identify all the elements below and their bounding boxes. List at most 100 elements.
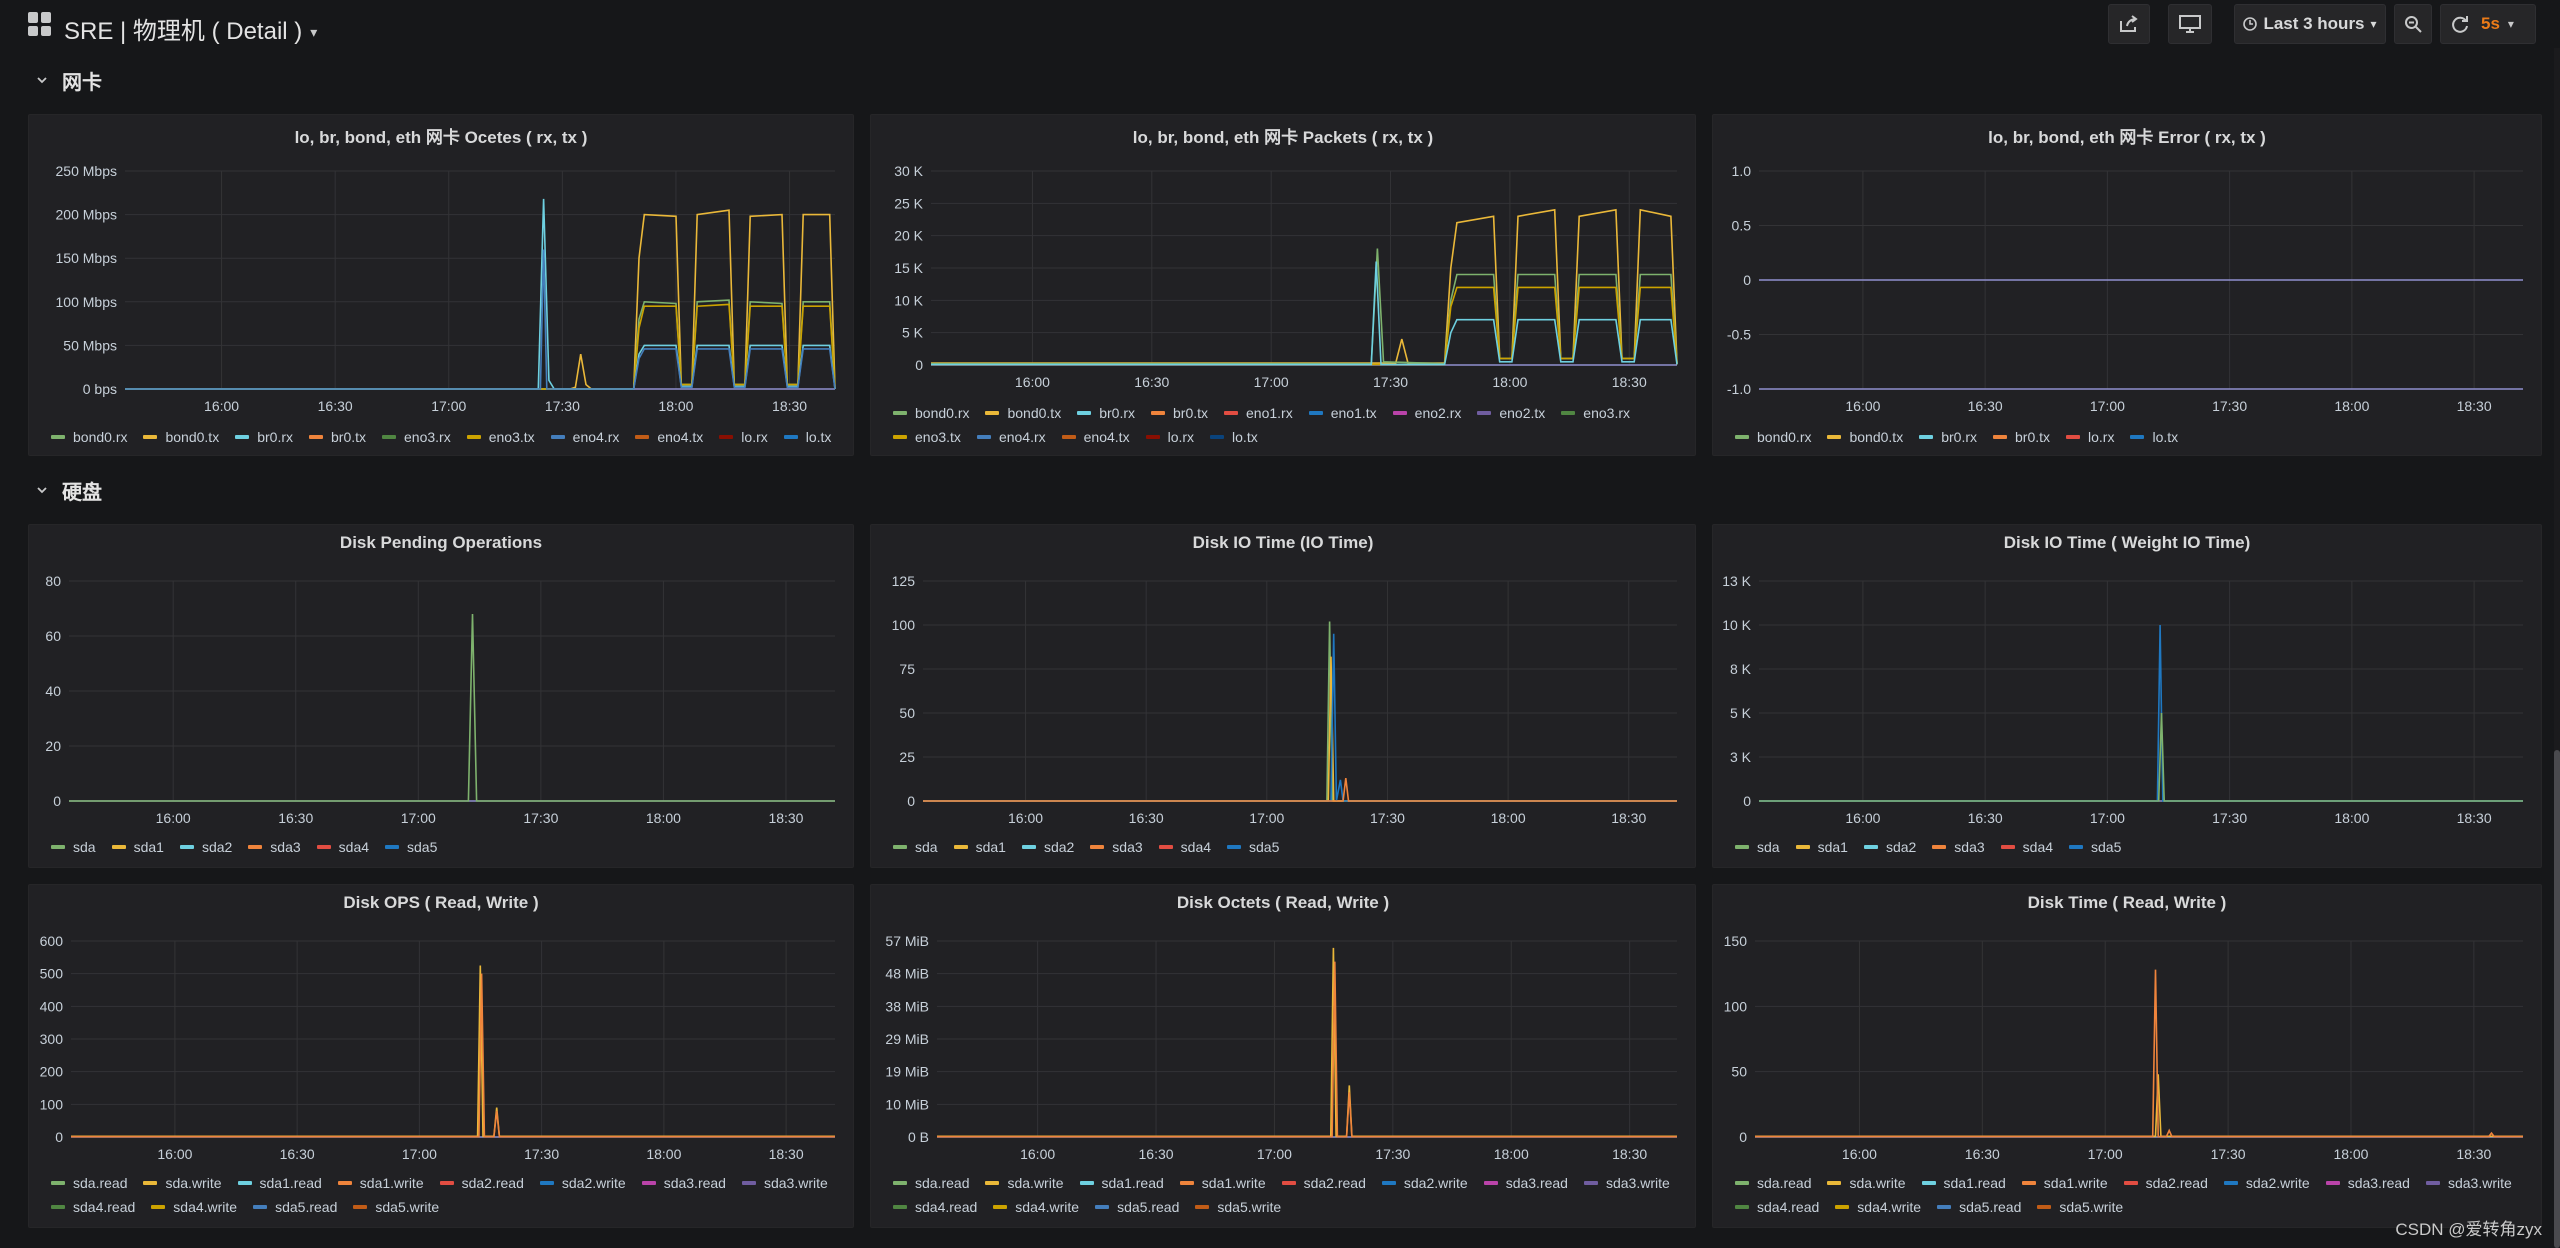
- legend-item[interactable]: sda2: [179, 839, 232, 855]
- legend-item[interactable]: sda4.write: [151, 1199, 237, 1215]
- legend-item[interactable]: sda3: [1932, 839, 1985, 855]
- legend-item[interactable]: sda1.read: [1921, 1175, 2006, 1191]
- legend-item[interactable]: sda4: [2000, 839, 2053, 855]
- legend-item[interactable]: lo.tx: [783, 429, 831, 445]
- legend-item[interactable]: eno4.tx: [635, 429, 703, 445]
- panel-title[interactable]: Disk IO Time ( Weight IO Time): [2003, 533, 2251, 552]
- legend-item[interactable]: eno3.tx: [466, 429, 535, 445]
- legend-item[interactable]: sda4: [316, 839, 369, 855]
- legend-item[interactable]: sda4.write: [1835, 1199, 1921, 1215]
- legend-item[interactable]: bond0.tx: [985, 405, 1061, 421]
- legend-item[interactable]: sda1.read: [237, 1175, 322, 1191]
- legend-item[interactable]: eno3.rx: [382, 429, 451, 445]
- legend-item[interactable]: sda5.read: [1095, 1199, 1179, 1215]
- legend-item[interactable]: sda4.read: [51, 1199, 135, 1215]
- legend-item[interactable]: eno4.rx: [976, 429, 1046, 445]
- legend-item[interactable]: sda: [1735, 839, 1780, 855]
- graph-area[interactable]: 0 25 50 75 100 125 16:00 16:30 17:00 17:30 18:00 18…: [871, 525, 1697, 869]
- panel-title[interactable]: lo, br, bond, eth 网卡 Ocetes ( rx, tx ): [294, 128, 588, 147]
- graph-area[interactable]: 0 5 K 10 K 15 K 20 K 25 K 30 K 16:00 16:30 17:00 1…: [871, 115, 1697, 457]
- legend-item[interactable]: bond0.rx: [51, 429, 127, 445]
- legend-item[interactable]: lo.rx: [2066, 429, 2114, 445]
- legend-item[interactable]: lo.tx: [2130, 429, 2178, 445]
- panel-title[interactable]: Disk Time ( Read, Write ): [2027, 893, 2227, 912]
- legend-item[interactable]: sda5.write: [353, 1199, 439, 1215]
- panel-title[interactable]: Disk OPS ( Read, Write ): [343, 893, 539, 912]
- legend-item[interactable]: sda3.write: [741, 1175, 828, 1191]
- graph-area[interactable]: 0 50 100 150 16:00 16:30 17:00 17:30 18:00 18:30: [1713, 885, 2543, 1229]
- legend-item[interactable]: sda1: [111, 839, 164, 855]
- legend-item[interactable]: br0.rx: [1077, 405, 1135, 421]
- legend-item[interactable]: sda1: [1795, 839, 1848, 855]
- dashboard-title-picker[interactable]: SRE | 物理机 ( Detail ) ▾: [64, 11, 317, 46]
- legend-item[interactable]: eno1.tx: [1308, 405, 1377, 421]
- dashboard-title[interactable]: SRE | 物理机 ( Detail ): [64, 18, 303, 45]
- legend-item[interactable]: sda.read: [893, 1175, 969, 1191]
- panel-title[interactable]: lo, br, bond, eth 网卡 Packets ( rx, tx ): [1132, 128, 1434, 147]
- graph-area[interactable]: 0 3 K 5 K 8 K 10 K 13 K 16:00 16:30 17:00 17:30 18…: [1713, 525, 2543, 869]
- legend-item[interactable]: sda.read: [51, 1175, 127, 1191]
- time-picker-button[interactable]: Last 3 hours ▾: [2234, 4, 2386, 44]
- legend-item[interactable]: sda3.read: [2325, 1175, 2410, 1191]
- legend-item[interactable]: sda1: [953, 839, 1006, 855]
- panel-title[interactable]: lo, br, bond, eth 网卡 Error ( rx, tx ): [1988, 128, 2266, 147]
- legend-item[interactable]: sda3.write: [2425, 1175, 2512, 1191]
- panel-disk-octets[interactable]: Disk Octets ( Read, Write ) 0 B 10 MiB 19 …: [870, 884, 1696, 1228]
- panel-title[interactable]: Disk Octets ( Read, Write ): [1176, 893, 1390, 912]
- legend-item[interactable]: sda4: [1158, 839, 1211, 855]
- legend-item[interactable]: sda4.read: [1735, 1199, 1819, 1215]
- panel-disk-weight-io-time[interactable]: Disk IO Time ( Weight IO Time) 0 3 K 5 K 8 …: [1712, 524, 2542, 868]
- legend-item[interactable]: eno2.rx: [1392, 405, 1461, 421]
- legend-item[interactable]: lo.rx: [1145, 429, 1194, 445]
- legend-item[interactable]: sda2: [1863, 839, 1916, 855]
- legend-item[interactable]: sda2.write: [2223, 1175, 2310, 1191]
- panel-disk-io-time[interactable]: Disk IO Time (IO Time) 0 25 50 75 100 125 16:0…: [870, 524, 1696, 868]
- legend-item[interactable]: sda5.write: [2037, 1199, 2123, 1215]
- legend-item[interactable]: eno2.tx: [1477, 405, 1545, 421]
- legend-item[interactable]: sda5.read: [1937, 1199, 2021, 1215]
- graph-area[interactable]: 0 100 200 300 400 500 600 16:00 16:30 17:00 17:30 1…: [29, 885, 855, 1229]
- legend-item[interactable]: eno4.rx: [550, 429, 619, 445]
- legend-item[interactable]: sda.write: [143, 1175, 222, 1191]
- refresh-picker-button[interactable]: 5s ▾: [2440, 4, 2536, 44]
- legend-item[interactable]: br0.tx: [309, 429, 366, 445]
- legend-item[interactable]: sda4.write: [993, 1199, 1079, 1215]
- legend-item[interactable]: bond0.rx: [1735, 429, 1811, 445]
- legend-item[interactable]: eno3.tx: [893, 429, 961, 445]
- legend-item[interactable]: sda3: [248, 839, 301, 855]
- legend-item[interactable]: sda1.write: [2021, 1175, 2108, 1191]
- legend-item[interactable]: sda1.read: [1079, 1175, 1164, 1191]
- legend-item[interactable]: bond0.rx: [893, 405, 969, 421]
- scrollbar-track[interactable]: [2554, 48, 2560, 1248]
- legend-item[interactable]: br0.tx: [1151, 405, 1208, 421]
- panel-title[interactable]: Disk IO Time (IO Time): [1192, 533, 1374, 552]
- legend-item[interactable]: sda3.read: [641, 1175, 726, 1191]
- legend-item[interactable]: sda2: [1021, 839, 1074, 855]
- legend-item[interactable]: br0.rx: [1919, 429, 1977, 445]
- cycle-view-mode-button[interactable]: [2168, 4, 2212, 44]
- legend-item[interactable]: br0.tx: [1993, 429, 2050, 445]
- panel-title[interactable]: Disk Pending Operations: [339, 533, 543, 552]
- legend-item[interactable]: sda3: [1090, 839, 1143, 855]
- panel-disk-ops[interactable]: Disk OPS ( Read, Write ) 0 100 200 300 400 50…: [28, 884, 854, 1228]
- graph-area[interactable]: 0 bps 50 Mbps 100 Mbps 150 Mbps 200 Mbps 250 …: [29, 115, 855, 457]
- legend-item[interactable]: sda2.write: [1381, 1175, 1468, 1191]
- legend-item[interactable]: sda5: [385, 839, 437, 855]
- panel-net-octets[interactable]: lo, br, bond, eth 网卡 Ocetes ( rx, tx ) 0…: [28, 114, 854, 456]
- panel-net-errors[interactable]: lo, br, bond, eth 网卡 Error ( rx, tx ) -1…: [1712, 114, 2542, 456]
- legend-item[interactable]: sda.write: [1827, 1175, 1906, 1191]
- graph-area[interactable]: 0 B 10 MiB 19 MiB 29 MiB 38 MiB 48 MiB 57 MiB 1…: [871, 885, 1697, 1229]
- legend-item[interactable]: sda: [51, 839, 96, 855]
- legend-item[interactable]: lo.tx: [1210, 429, 1258, 445]
- legend-item[interactable]: lo.rx: [719, 429, 768, 445]
- row-header-network[interactable]: 网卡: [36, 64, 102, 96]
- legend-item[interactable]: sda1.write: [1179, 1175, 1266, 1191]
- legend-item[interactable]: sda: [893, 839, 938, 855]
- zoom-out-button[interactable]: [2394, 4, 2432, 44]
- legend-item[interactable]: sda3.read: [1483, 1175, 1568, 1191]
- legend-item[interactable]: sda3.write: [1583, 1175, 1670, 1191]
- legend-item[interactable]: bond0.tx: [143, 429, 219, 445]
- legend-item[interactable]: sda1.write: [337, 1175, 424, 1191]
- graph-area[interactable]: -1.0 -0.5 0 0.5 1.0 16:00 16:30 17:00 17:30 18:00…: [1713, 115, 2543, 457]
- legend-item[interactable]: sda2.write: [539, 1175, 626, 1191]
